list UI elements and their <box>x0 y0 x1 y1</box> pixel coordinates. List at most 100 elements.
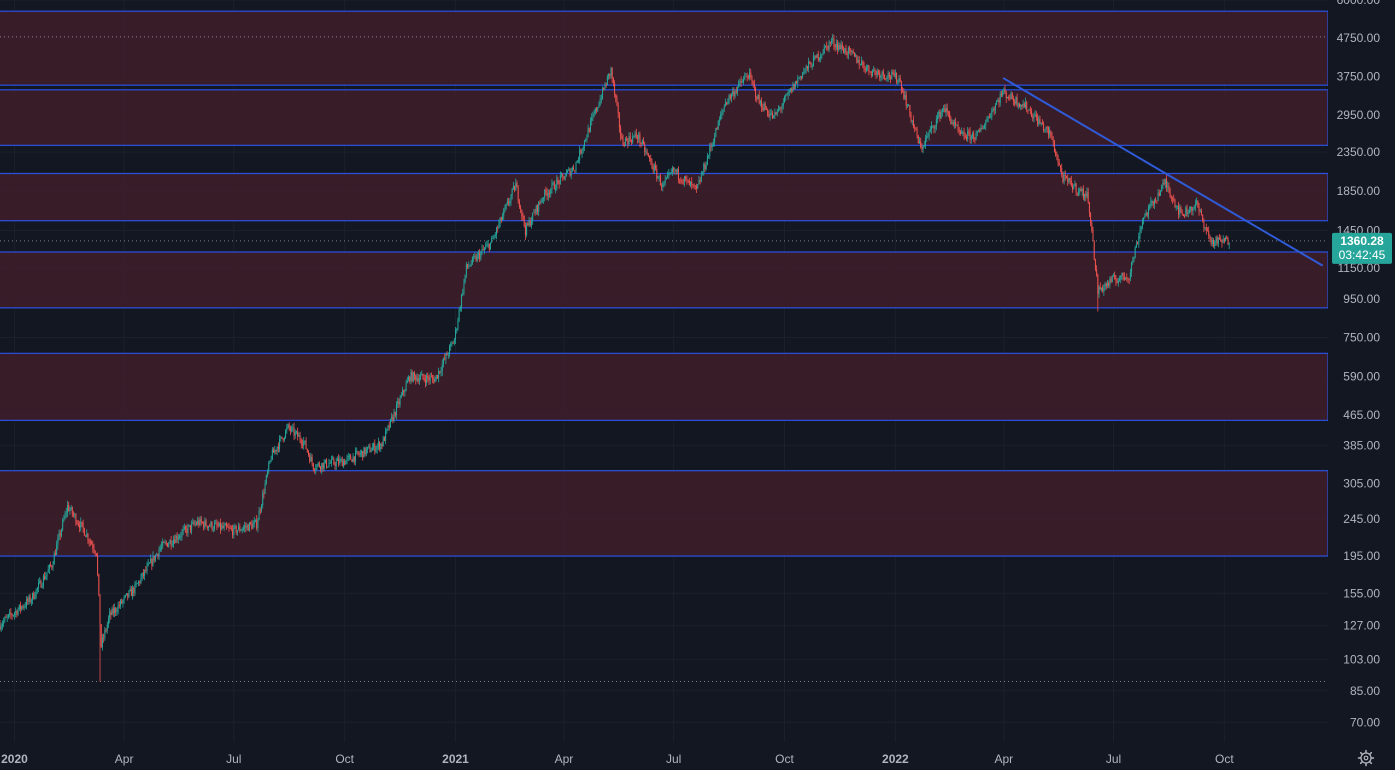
candle-body <box>1090 212 1092 223</box>
candle-body <box>758 94 760 104</box>
candle-body <box>304 440 306 442</box>
candle-body <box>233 526 235 536</box>
trendline[interactable] <box>1002 77 1323 267</box>
candle-body <box>1080 189 1082 192</box>
candle-body <box>336 458 338 462</box>
candle-body <box>547 193 549 197</box>
candle-body <box>1072 185 1074 190</box>
candle-body <box>483 248 485 250</box>
candle-body <box>448 346 450 355</box>
candle-body <box>665 177 667 180</box>
candle-body <box>167 543 169 547</box>
candle-body <box>1220 238 1222 242</box>
candle-body <box>856 55 858 63</box>
candle-body <box>908 104 910 106</box>
candle-body <box>1208 230 1210 236</box>
candle-body <box>512 186 514 190</box>
candle-body <box>62 520 64 530</box>
candle-body <box>19 604 21 610</box>
candle-body <box>435 375 437 379</box>
candle-body <box>163 541 165 543</box>
candle-body <box>861 61 863 65</box>
candle-body <box>730 94 732 99</box>
candle-body <box>1174 199 1176 207</box>
candle-body <box>586 137 588 140</box>
price-axis[interactable]: 6000.00 4750.00 3750.00 2950.00 2350.00 1850.… <box>1328 0 1395 770</box>
candle-body <box>903 90 905 99</box>
candle-body <box>232 528 234 536</box>
time-axis[interactable]: 2020 Apr Jul Oct 2021 Apr Jul Oct 2022 Apr Jul Oct <box>0 742 1328 770</box>
candle-body <box>541 199 543 203</box>
candle-body <box>724 102 726 107</box>
candle-body <box>852 50 854 54</box>
candle-body <box>935 119 937 128</box>
candle-body <box>428 378 430 381</box>
candle-body <box>787 92 789 95</box>
candle-body <box>98 574 100 595</box>
candle-body <box>32 592 34 601</box>
candle-body <box>602 87 604 99</box>
candle-body <box>139 581 141 583</box>
candle-body <box>28 596 30 602</box>
candle-body <box>733 91 735 97</box>
candle-body <box>377 442 379 446</box>
candle-body <box>348 455 350 457</box>
candle-body <box>1158 192 1160 196</box>
candle-body <box>240 530 242 532</box>
candle-body <box>59 533 61 536</box>
candle-body <box>1172 197 1174 200</box>
candle-body <box>1103 287 1105 292</box>
candle-body <box>961 131 963 134</box>
candle-body <box>535 205 537 214</box>
candle-body <box>0 624 1 630</box>
candle-body <box>906 105 908 107</box>
gear-icon[interactable] <box>1357 749 1375 767</box>
price-tick-label: 155.00 <box>1343 586 1380 600</box>
candle-body <box>597 107 599 111</box>
candle-body <box>871 70 873 76</box>
candle-body <box>975 133 977 140</box>
candle-body <box>386 428 388 431</box>
candle-body <box>498 223 500 229</box>
candle-body <box>1055 151 1057 156</box>
candle-body <box>655 165 657 169</box>
candle-body <box>1047 128 1049 135</box>
candle-body <box>594 108 596 114</box>
candle-body <box>1067 178 1069 182</box>
candle-body <box>853 53 855 57</box>
candle-body <box>251 523 253 529</box>
candle-body <box>705 165 707 169</box>
candle-body <box>551 183 553 190</box>
candle-body <box>1049 130 1051 135</box>
candle-body <box>89 541 91 543</box>
candle-body <box>524 225 526 235</box>
candle-body <box>826 45 828 47</box>
candle-body <box>187 525 189 534</box>
candle-body <box>885 78 887 79</box>
candle-body <box>1141 221 1143 227</box>
candle-body <box>790 88 792 92</box>
candle-body <box>446 353 448 356</box>
resistance-zone <box>0 352 1329 421</box>
candle-body <box>227 526 229 528</box>
candle-body <box>553 182 555 190</box>
candle-body <box>1188 209 1190 214</box>
candle-body <box>1163 182 1165 184</box>
candle-body <box>270 459 272 461</box>
candle-body <box>274 449 276 453</box>
candle-body <box>467 264 469 267</box>
candle-body <box>670 172 672 174</box>
price-tick-label: 465.00 <box>1343 408 1380 422</box>
candle-body <box>984 125 986 129</box>
candle-body <box>859 64 861 66</box>
candle-body <box>981 127 983 129</box>
candle-body <box>812 56 814 67</box>
candle-body <box>633 136 635 138</box>
candle-body <box>851 50 853 52</box>
time-tick-label: Apr <box>115 752 134 766</box>
candle-body <box>746 76 748 78</box>
candle-body <box>523 216 525 226</box>
candle-body <box>250 522 252 524</box>
candle-body <box>356 451 358 452</box>
